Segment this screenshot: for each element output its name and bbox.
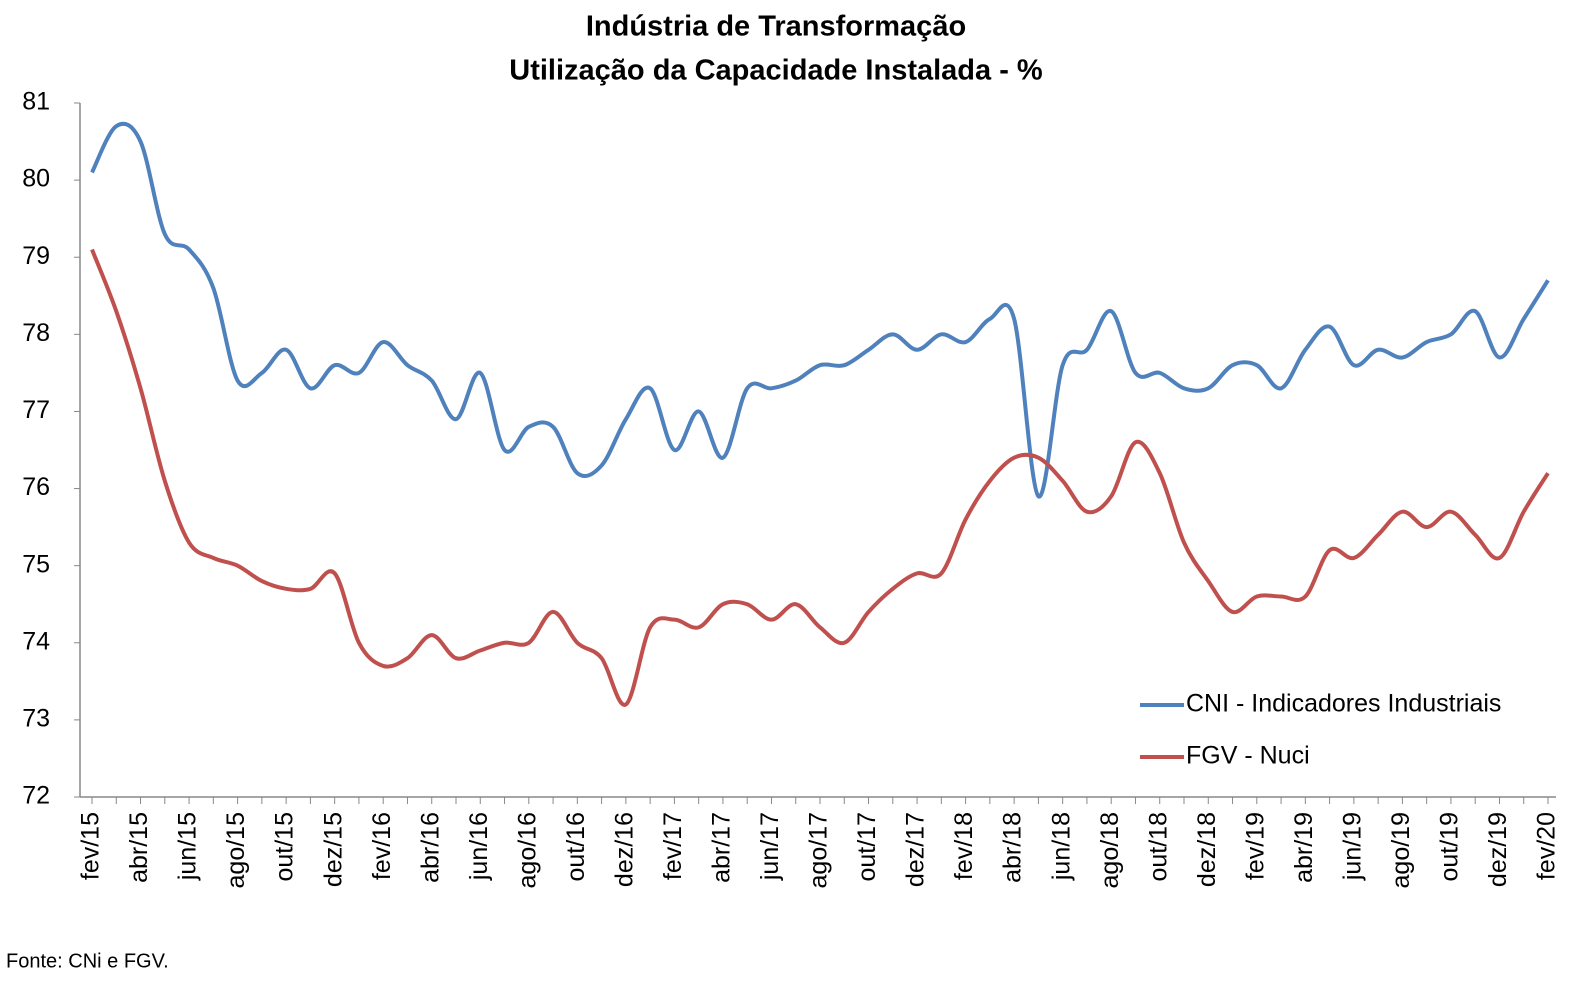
legend-label: FGV - Nuci bbox=[1186, 742, 1310, 770]
chart-subtitle: Utilização da Capacidade Instalada - % bbox=[509, 55, 1043, 87]
source-note: Fonte: CNi e FGV. bbox=[6, 950, 169, 972]
x-tick-label: fev/18 bbox=[950, 812, 978, 880]
x-tick-label: dez/15 bbox=[319, 812, 347, 887]
x-tick-label: abr/18 bbox=[999, 812, 1027, 883]
x-tick-label: fev/20 bbox=[1533, 812, 1561, 880]
x-tick-label: ago/17 bbox=[805, 812, 833, 888]
x-tick-label: out/16 bbox=[562, 812, 590, 882]
x-tick-label: out/18 bbox=[1144, 812, 1172, 882]
x-tick-label: dez/18 bbox=[1193, 812, 1221, 887]
x-tick-label: fev/16 bbox=[368, 812, 396, 880]
x-tick-label: ago/15 bbox=[222, 812, 250, 888]
x-tick-label: fev/17 bbox=[659, 812, 687, 880]
y-tick-label: 78 bbox=[22, 319, 50, 347]
y-tick-label: 73 bbox=[22, 704, 50, 732]
x-tick-label: jun/18 bbox=[1047, 812, 1075, 881]
x-tick-label: ago/19 bbox=[1387, 812, 1415, 888]
x-tick-label: out/15 bbox=[271, 812, 299, 882]
y-tick-label: 81 bbox=[22, 88, 50, 116]
x-tick-label: fev/15 bbox=[77, 812, 105, 880]
x-tick-label: abr/16 bbox=[416, 812, 444, 883]
x-tick-label: ago/18 bbox=[1096, 812, 1124, 888]
x-tick-label: jun/17 bbox=[756, 812, 784, 881]
y-tick-label: 72 bbox=[22, 782, 50, 810]
y-tick-label: 80 bbox=[22, 165, 50, 193]
y-tick-label: 77 bbox=[22, 396, 50, 424]
series-line bbox=[90, 121, 1550, 499]
y-tick-label: 74 bbox=[22, 627, 50, 655]
x-tick-label: abr/17 bbox=[708, 812, 736, 883]
x-tick-label: jun/19 bbox=[1338, 812, 1366, 881]
x-tick-label: dez/17 bbox=[902, 812, 930, 887]
x-tick-label: out/17 bbox=[853, 812, 881, 882]
x-tick-label: abr/19 bbox=[1290, 812, 1318, 883]
y-tick-label: 75 bbox=[22, 550, 50, 578]
x-tick-label: jun/15 bbox=[174, 812, 202, 881]
y-tick-label: 76 bbox=[22, 473, 50, 501]
x-tick-label: jun/16 bbox=[465, 812, 493, 881]
x-tick-label: abr/15 bbox=[125, 812, 153, 883]
y-tick-label: 79 bbox=[22, 242, 50, 270]
legend-label: CNI - Indicadores Industriais bbox=[1186, 690, 1501, 718]
series-line bbox=[90, 248, 1550, 707]
x-tick-label: dez/16 bbox=[610, 812, 638, 887]
x-tick-label: dez/19 bbox=[1484, 812, 1512, 887]
x-tick-label: ago/16 bbox=[513, 812, 541, 888]
x-tick-label: fev/19 bbox=[1241, 812, 1269, 880]
chart-title: Indústria de Transformação bbox=[586, 11, 966, 43]
x-tick-label: out/19 bbox=[1436, 812, 1464, 882]
